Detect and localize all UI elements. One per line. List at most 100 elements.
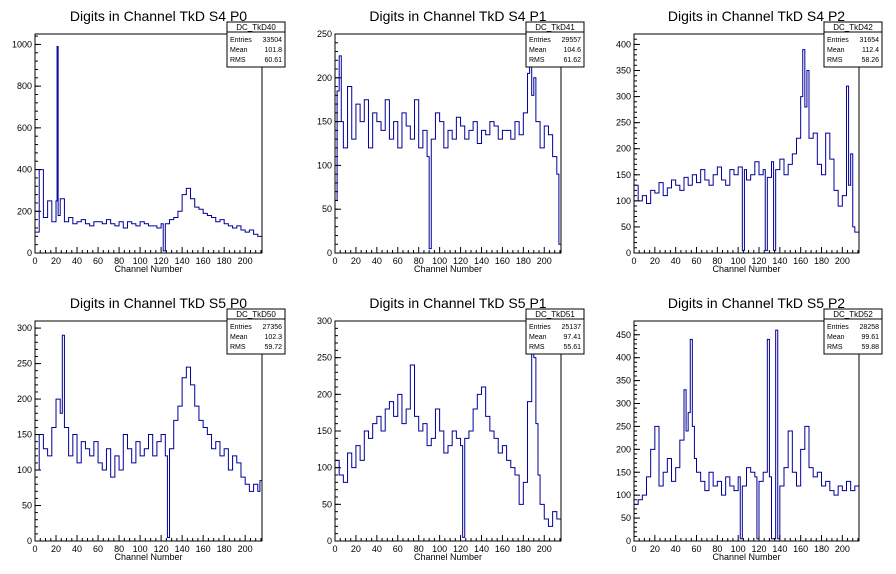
stats-box bbox=[226, 308, 286, 355]
x-tick-label: 200 bbox=[835, 544, 850, 554]
x-tick-label: 20 bbox=[351, 544, 361, 554]
y-tick-label: 50 bbox=[22, 501, 32, 511]
y-tick-label: 250 bbox=[17, 359, 32, 369]
stats-mean-value: 101.8 bbox=[264, 47, 282, 54]
chart-panel-2: Digits in Channel TkD S4 P2 0 20 40 60 80 100 1… bbox=[616, 8, 883, 274]
stats-rms-value: 58.26 bbox=[861, 57, 879, 64]
x-tick-label: 40 bbox=[372, 256, 382, 266]
y-tick-label: 100 bbox=[616, 490, 631, 500]
stats-mean-value: 104.6 bbox=[563, 47, 581, 54]
x-tick-label: 60 bbox=[393, 256, 403, 266]
stats-entries-value: 27356 bbox=[263, 324, 283, 331]
x-tick-label: 180 bbox=[516, 544, 531, 554]
chart-panel-4: Digits in Channel TkD S5 P1 0 20 40 60 80 100 1… bbox=[317, 295, 585, 562]
x-tick-label: 120 bbox=[453, 256, 468, 266]
stats-mean-value: 112.4 bbox=[862, 47, 879, 54]
y-tick-label: 150 bbox=[317, 117, 332, 127]
x-tick-label: 160 bbox=[793, 544, 808, 554]
x-tick-label: 140 bbox=[772, 256, 787, 266]
histogram-series-line bbox=[334, 327, 562, 541]
histogram-series-line bbox=[34, 334, 263, 541]
stats-name: DC_TkD42 bbox=[833, 23, 873, 32]
y-tick-label: 150 bbox=[616, 170, 631, 180]
x-tick-label: 0 bbox=[32, 256, 37, 266]
x-tick-label: 60 bbox=[393, 544, 403, 554]
chart-title: Digits in Channel TkD S4 P1 bbox=[369, 8, 546, 24]
y-tick-label: 250 bbox=[317, 29, 332, 39]
x-tick-label: 60 bbox=[93, 256, 103, 266]
y-tick-label: 50 bbox=[621, 222, 631, 232]
stats-name: DC_TkD51 bbox=[535, 310, 575, 319]
plot-frame bbox=[34, 320, 263, 542]
y-tick-label: 150 bbox=[17, 430, 32, 440]
x-tick-label: 180 bbox=[516, 256, 531, 266]
y-tick-label: 250 bbox=[317, 353, 332, 363]
x-tick-label: 60 bbox=[93, 544, 103, 554]
x-tick-label: 40 bbox=[72, 256, 82, 266]
x-tick-label: 20 bbox=[51, 256, 61, 266]
stats-rms-value: 59.72 bbox=[264, 344, 282, 351]
x-tick-label: 40 bbox=[671, 256, 681, 266]
x-tick-label: 100 bbox=[432, 256, 447, 266]
stats-entries-label: Entries bbox=[827, 324, 849, 331]
y-tick-label: 0 bbox=[327, 248, 332, 258]
histogram-series-line bbox=[633, 329, 860, 541]
stats-entries-value: 31654 bbox=[860, 37, 880, 44]
x-tick-label: 60 bbox=[691, 544, 701, 554]
x-tick-label: 140 bbox=[175, 544, 190, 554]
stats-box bbox=[525, 21, 585, 68]
x-axis-label: Channel Number bbox=[414, 264, 482, 274]
x-tick-label: 120 bbox=[751, 544, 766, 554]
stats-box bbox=[226, 21, 286, 68]
y-tick-label: 200 bbox=[17, 206, 32, 216]
stats-rms-label: RMS bbox=[827, 344, 843, 351]
y-tick-label: 0 bbox=[626, 536, 631, 546]
stats-mean-value: 102.3 bbox=[264, 334, 282, 341]
x-tick-label: 140 bbox=[474, 544, 489, 554]
y-tick-label: 100 bbox=[317, 160, 332, 170]
y-tick-label: 200 bbox=[17, 394, 32, 404]
x-axis-label: Channel Number bbox=[712, 552, 780, 562]
x-tick-label: 20 bbox=[51, 544, 61, 554]
x-tick-label: 0 bbox=[631, 256, 636, 266]
stats-mean-label: Mean bbox=[230, 47, 248, 54]
x-tick-label: 80 bbox=[114, 256, 124, 266]
stats-entries-value: 33504 bbox=[263, 37, 283, 44]
y-tick-label: 250 bbox=[616, 421, 631, 431]
x-tick-label: 200 bbox=[835, 256, 850, 266]
y-tick-label: 50 bbox=[621, 513, 631, 523]
stats-rms-label: RMS bbox=[230, 57, 246, 64]
histogram-series-line bbox=[334, 42, 562, 253]
x-tick-label: 20 bbox=[351, 256, 361, 266]
x-tick-label: 80 bbox=[712, 256, 722, 266]
stats-mean-label: Mean bbox=[827, 334, 845, 341]
y-tick-label: 100 bbox=[17, 465, 32, 475]
y-tick-label: 450 bbox=[616, 330, 631, 340]
x-tick-label: 200 bbox=[238, 256, 253, 266]
stats-entries-label: Entries bbox=[529, 37, 551, 44]
chart-title: Digits in Channel TkD S4 P2 bbox=[668, 8, 845, 24]
y-tick-label: 100 bbox=[616, 196, 631, 206]
stats-box bbox=[823, 308, 883, 355]
y-tick-label: 1000 bbox=[12, 39, 32, 49]
stats-entries-label: Entries bbox=[529, 324, 551, 331]
x-tick-label: 160 bbox=[793, 256, 808, 266]
stats-mean-label: Mean bbox=[827, 47, 845, 54]
x-tick-label: 160 bbox=[495, 544, 510, 554]
stats-rms-label: RMS bbox=[529, 344, 545, 351]
y-tick-label: 400 bbox=[17, 165, 32, 175]
chart-panel-0: Digits in Channel TkD S4 P0 0 20 40 60 80 100 1… bbox=[12, 8, 286, 274]
stats-entries-label: Entries bbox=[230, 324, 252, 331]
x-tick-label: 100 bbox=[731, 256, 746, 266]
y-tick-label: 0 bbox=[27, 536, 32, 546]
stats-box bbox=[823, 21, 883, 68]
chart-panel-5: Digits in Channel TkD S5 P2 0 20 40 60 80 100 1… bbox=[616, 295, 883, 562]
x-tick-label: 0 bbox=[332, 256, 337, 266]
x-axis-label: Channel Number bbox=[114, 552, 182, 562]
x-tick-label: 40 bbox=[671, 544, 681, 554]
stats-name: DC_TkD41 bbox=[535, 23, 575, 32]
x-tick-label: 100 bbox=[133, 544, 148, 554]
x-tick-label: 200 bbox=[537, 256, 552, 266]
y-tick-label: 300 bbox=[616, 399, 631, 409]
